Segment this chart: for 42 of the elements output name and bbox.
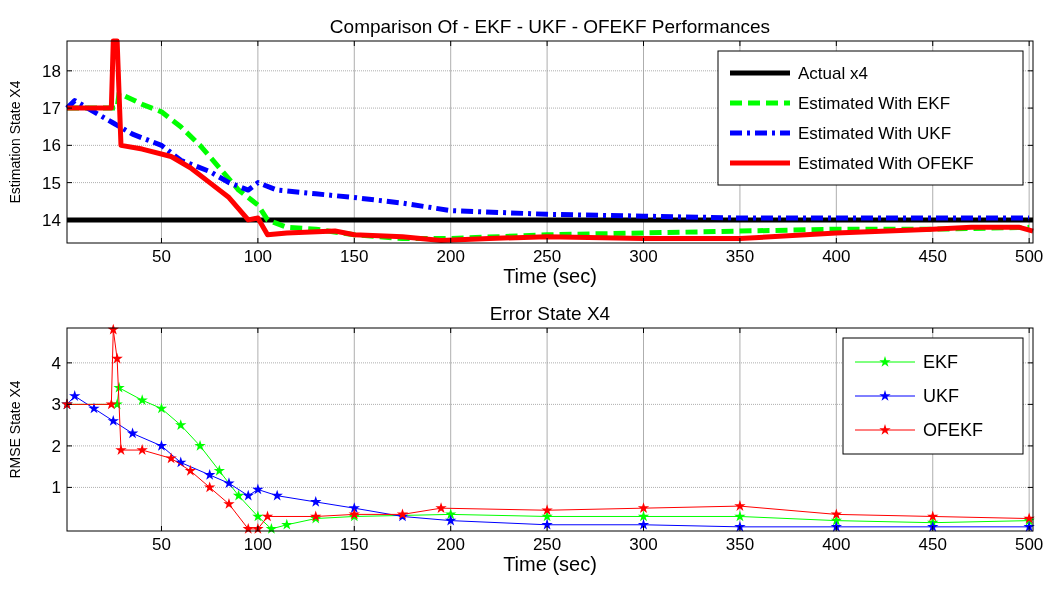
x-tick-label: 100 (243, 535, 273, 554)
x-axis-title: Time (sec) (503, 553, 597, 575)
x-tick-label: 450 (918, 247, 947, 266)
legend-label: Estimated With EKF (798, 94, 951, 113)
x-tick-label: 100 (243, 247, 273, 266)
chart-title: Comparison Of - EKF - UKF - OFEKF Performances (329, 16, 771, 37)
x-tick-label: 400 (822, 247, 851, 266)
y-tick-label: 17 (42, 99, 61, 119)
x-tick-label: 50 (152, 247, 171, 266)
y-tick-label: 1 (51, 478, 61, 498)
x-tick-label: 300 (629, 535, 658, 554)
x-tick-label: 150 (340, 535, 369, 554)
x-tick-label: 200 (436, 247, 465, 266)
x-tick-label: 450 (918, 535, 947, 554)
legend-label: OFEKF (923, 420, 984, 440)
legend-label: UKF (923, 386, 959, 406)
y-axis-title: RMSE State X4 (7, 380, 23, 479)
x-tick-label: 400 (822, 535, 851, 554)
x-tick-label: 250 (532, 247, 562, 266)
x-tick-label: 150 (340, 247, 369, 266)
y-tick-label: 3 (51, 395, 61, 415)
x-tick-label: 350 (725, 535, 755, 554)
y-axis-title: Estimation State X4 (7, 80, 23, 204)
chart-title: Error State X4 (489, 303, 611, 324)
y-tick-label: 2 (51, 436, 61, 456)
x-tick-label: 500 (1014, 535, 1044, 554)
x-tick-label: 200 (436, 535, 465, 554)
x-tick-label: 250 (532, 535, 562, 554)
y-tick-label: 16 (42, 136, 61, 156)
x-tick-label: 500 (1014, 247, 1044, 266)
legend-label: EKF (923, 352, 959, 372)
legend-label: Estimated With UKF (798, 124, 952, 143)
y-tick-label: 4 (51, 353, 61, 373)
x-axis-title: Time (sec) (503, 265, 597, 287)
x-tick-label: 300 (629, 247, 658, 266)
y-tick-label: 14 (42, 210, 61, 230)
y-tick-label: 18 (42, 61, 61, 81)
y-tick-label: 15 (42, 173, 61, 193)
x-tick-label: 350 (725, 247, 755, 266)
legend-label: Estimated With OFEKF (798, 154, 974, 173)
x-tick-label: 50 (152, 535, 171, 554)
legend-label: Actual x4 (798, 64, 868, 83)
